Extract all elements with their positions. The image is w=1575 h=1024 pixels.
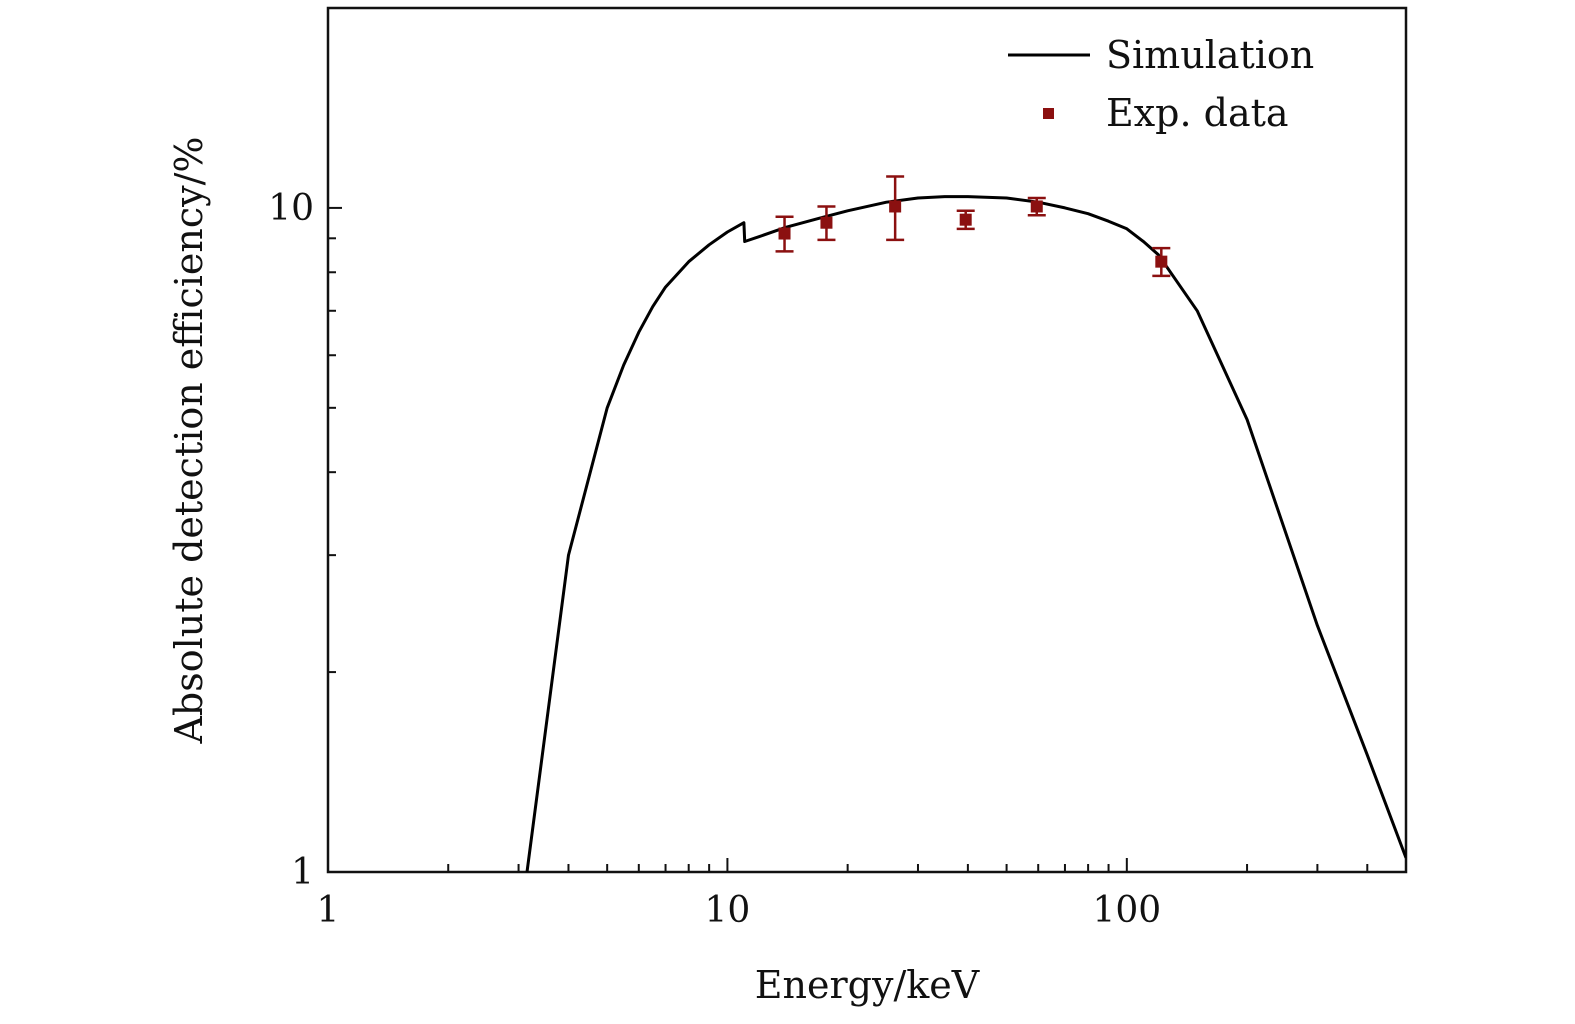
y-tick-label: 1 (291, 852, 314, 893)
exp-data-point (820, 216, 833, 229)
legend-exp-label: Exp. data (1106, 91, 1289, 135)
simulation-line (525, 195, 1406, 872)
y-tick-label: 10 (268, 188, 314, 229)
axis-ticks (327, 7, 1407, 873)
x-tick-label: 100 (1092, 890, 1161, 931)
exp-data-point (1030, 200, 1043, 213)
x-tick-label: 1 (317, 890, 340, 931)
x-tick-labels: 1 10 100 (317, 890, 1162, 931)
series-layer (525, 175, 1406, 872)
exp-data-point (778, 227, 791, 240)
x-axis-title: Energy/keV (755, 963, 980, 1007)
legend: Simulation Exp. data (1008, 33, 1314, 135)
y-tick-labels: 1 10 (268, 188, 314, 893)
exp-data-point (959, 213, 972, 226)
legend-exp-swatch (1043, 108, 1054, 119)
exp-data-point (1155, 255, 1168, 268)
exp-data-point (889, 200, 902, 213)
y-axis-title: Absolute detection efficiency/% (167, 136, 211, 744)
legend-simulation-label: Simulation (1106, 33, 1314, 77)
x-tick-label: 10 (705, 890, 751, 931)
plot-frame (326, 6, 1408, 874)
